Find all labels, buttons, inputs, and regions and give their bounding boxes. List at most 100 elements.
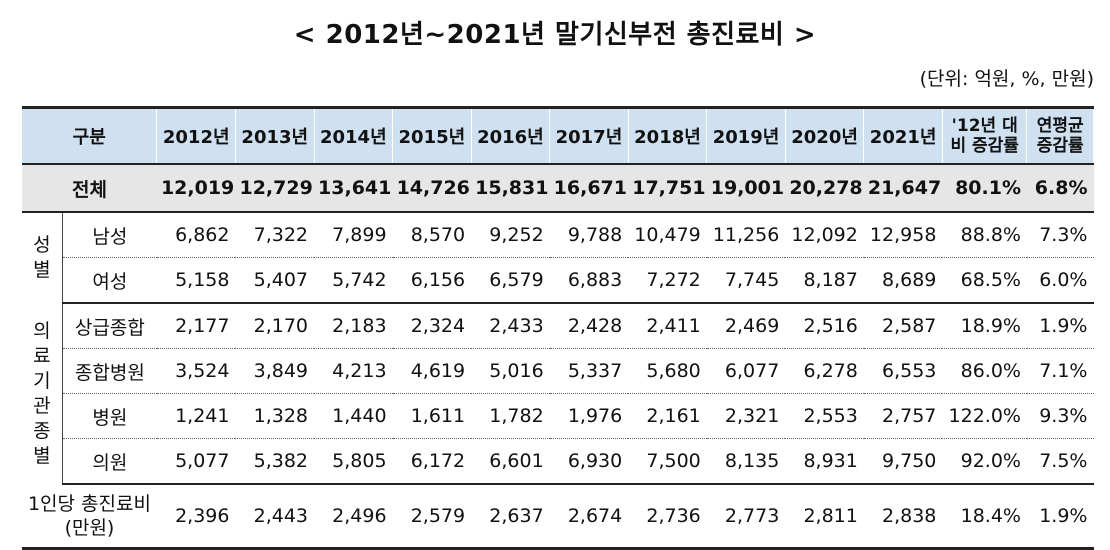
cell-value: 12,729 (235, 164, 315, 213)
cell-annual-rate: 1.9% (1026, 303, 1094, 349)
cell-change-rate: 92.0% (942, 438, 1027, 485)
cell-value: 7,899 (314, 212, 393, 258)
header-category: 구분 (22, 106, 158, 165)
cell-value: 5,077 (156, 438, 236, 485)
cell-value: 6,930 (549, 438, 629, 485)
cell-value: 1,328 (235, 393, 315, 439)
header-year: 2013년 (235, 106, 315, 165)
cell-value: 2,587 (863, 303, 943, 349)
row-label: 전체 (22, 164, 157, 213)
group-label-gender: 성별 (22, 212, 63, 303)
cell-value: 9,788 (549, 212, 629, 258)
table-title: < 2012년~2021년 말기신부전 총진료비 > (293, 20, 817, 50)
cell-annual-rate: 1.9% (1026, 484, 1094, 550)
header-year: 2021년 (863, 106, 943, 165)
group-label-text: 의료기관종별 (33, 319, 51, 467)
cell-value: 7,500 (628, 438, 707, 485)
row-label: 종합병원 (62, 348, 157, 394)
cell-annual-rate: 7.3% (1026, 212, 1094, 258)
cell-value: 7,745 (706, 257, 786, 304)
cell-value: 2,321 (706, 393, 786, 439)
group-label-text: 성별 (33, 234, 51, 281)
cell-value: 5,742 (314, 257, 393, 304)
cell-value: 2,553 (785, 393, 864, 439)
cell-value: 1,241 (156, 393, 236, 439)
row-label: 여성 (62, 257, 157, 304)
row-label: 병원 (62, 393, 157, 439)
header-year: 2017년 (549, 106, 629, 165)
cell-value: 2,433 (471, 303, 550, 349)
cell-value: 15,831 (471, 164, 550, 213)
cell-annual-rate: 9.3% (1026, 393, 1094, 439)
total-row: 전체 12,019 12,729 13,641 14,726 15,831 16… (22, 164, 1094, 213)
cell-value: 3,849 (235, 348, 315, 394)
cell-value: 2,177 (156, 303, 236, 349)
cell-value: 1,976 (549, 393, 629, 439)
cell-change-rate: 86.0% (942, 348, 1027, 394)
header-year: 2016년 (471, 106, 551, 165)
cell-value: 1,440 (314, 393, 393, 439)
cell-value: 10,479 (628, 212, 707, 258)
table-row: 병원 1,241 1,328 1,440 1,611 1,782 1,976 2… (22, 393, 1094, 439)
cell-value: 2,496 (314, 484, 393, 550)
cell-value: 21,647 (863, 164, 943, 213)
cell-value: 16,671 (549, 164, 629, 213)
header-change-rate: '12년 대비 증감률 (942, 106, 1028, 165)
cell-value: 12,092 (785, 212, 864, 258)
cell-value: 7,272 (628, 257, 707, 304)
cell-change-rate: 122.0% (942, 393, 1027, 439)
cell-value: 5,016 (471, 348, 550, 394)
cell-value: 12,019 (156, 164, 236, 213)
row-label: 상급종합 (62, 303, 157, 349)
cell-value: 6,278 (785, 348, 864, 394)
table-row: 종합병원 3,524 3,849 4,213 4,619 5,016 5,337… (22, 348, 1094, 394)
cell-value: 14,726 (392, 164, 472, 213)
cell-value: 2,469 (706, 303, 786, 349)
cell-value: 12,958 (863, 212, 943, 258)
header-year: 2015년 (392, 106, 472, 165)
header-year: 2018년 (628, 106, 708, 165)
cell-value: 2,428 (549, 303, 629, 349)
cell-value: 6,156 (392, 257, 472, 304)
cell-value: 5,158 (156, 257, 236, 304)
cell-change-rate: 18.4% (942, 484, 1027, 550)
cell-annual-rate: 6.8% (1026, 164, 1094, 213)
cell-value: 5,805 (314, 438, 393, 485)
cell-value: 13,641 (314, 164, 393, 213)
cell-value: 8,931 (785, 438, 864, 485)
table-row: 의원 5,077 5,382 5,805 6,172 6,601 6,930 7… (22, 438, 1094, 485)
cell-value: 4,213 (314, 348, 393, 394)
cell-value: 2,773 (706, 484, 786, 550)
cell-value: 8,187 (785, 257, 864, 304)
cell-value: 2,396 (156, 484, 236, 550)
cell-value: 5,680 (628, 348, 707, 394)
header-row: 구분 2012년 2013년 2014년 2015년 2016년 2017년 2… (22, 106, 1094, 165)
cell-value: 20,278 (785, 164, 864, 213)
cell-value: 6,553 (863, 348, 943, 394)
cell-value: 2,637 (471, 484, 550, 550)
cell-value: 2,183 (314, 303, 393, 349)
cell-value: 8,570 (392, 212, 472, 258)
cell-value: 2,736 (628, 484, 707, 550)
cell-value: 6,883 (549, 257, 629, 304)
cell-value: 2,516 (785, 303, 864, 349)
cell-value: 17,751 (628, 164, 707, 213)
per-person-row: 1인당 총진료비 (만원) 2,396 2,443 2,496 2,579 2,… (22, 484, 1094, 550)
cell-value: 2,411 (628, 303, 707, 349)
cell-value: 1,611 (392, 393, 472, 439)
row-label: 의원 (62, 438, 157, 485)
row-label: 1인당 총진료비 (만원) (22, 484, 157, 550)
cell-value: 2,443 (235, 484, 315, 550)
medical-cost-table: 구분 2012년 2013년 2014년 2015년 2016년 2017년 2… (22, 106, 1094, 550)
header-year: 2012년 (156, 106, 236, 165)
table-row: 성별 남성 6,862 7,322 7,899 8,570 9,252 9,78… (22, 212, 1094, 303)
cell-change-rate: 68.5% (942, 257, 1027, 304)
cell-value: 7,322 (235, 212, 315, 258)
cell-value: 4,619 (392, 348, 472, 394)
table-row: 의료기관종별 상급종합 2,177 2,170 2,183 2,324 2,43… (22, 303, 1094, 484)
cell-value: 6,862 (156, 212, 236, 258)
cell-value: 5,407 (235, 257, 315, 304)
cell-change-rate: 18.9% (942, 303, 1027, 349)
cell-value: 6,601 (471, 438, 550, 485)
cell-value: 19,001 (706, 164, 786, 213)
